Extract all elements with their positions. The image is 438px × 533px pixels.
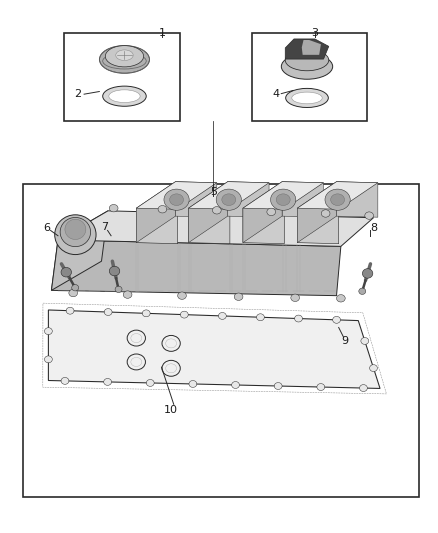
Ellipse shape	[110, 205, 118, 212]
Ellipse shape	[234, 293, 243, 301]
Text: 10: 10	[164, 405, 178, 415]
Polygon shape	[136, 208, 178, 244]
Ellipse shape	[359, 288, 366, 294]
Ellipse shape	[286, 88, 328, 108]
Ellipse shape	[158, 206, 167, 213]
Ellipse shape	[291, 294, 300, 302]
Ellipse shape	[110, 266, 120, 276]
Ellipse shape	[131, 334, 142, 343]
Polygon shape	[228, 182, 269, 217]
Ellipse shape	[123, 291, 132, 298]
Ellipse shape	[61, 377, 69, 384]
Ellipse shape	[212, 207, 221, 214]
Text: 6: 6	[44, 223, 50, 233]
Text: 1: 1	[159, 28, 166, 38]
Polygon shape	[176, 182, 217, 217]
Ellipse shape	[69, 289, 78, 297]
Polygon shape	[188, 208, 230, 244]
Polygon shape	[136, 182, 217, 209]
Ellipse shape	[109, 90, 140, 102]
Ellipse shape	[164, 189, 189, 211]
Ellipse shape	[142, 310, 150, 317]
Ellipse shape	[60, 217, 91, 247]
Ellipse shape	[170, 194, 184, 206]
Polygon shape	[188, 182, 228, 243]
Ellipse shape	[336, 295, 345, 302]
Ellipse shape	[274, 383, 282, 390]
Bar	[23, 184, 419, 497]
Ellipse shape	[55, 215, 96, 255]
Ellipse shape	[267, 208, 276, 216]
Polygon shape	[285, 39, 329, 59]
Ellipse shape	[285, 50, 329, 71]
Bar	[252, 33, 367, 120]
Polygon shape	[302, 40, 321, 55]
Ellipse shape	[66, 307, 74, 314]
Ellipse shape	[361, 337, 369, 344]
Ellipse shape	[65, 219, 86, 239]
Ellipse shape	[45, 356, 52, 363]
Bar	[64, 33, 180, 120]
Polygon shape	[297, 182, 336, 243]
Ellipse shape	[189, 381, 197, 387]
Polygon shape	[188, 182, 269, 209]
Text: 7: 7	[102, 222, 109, 232]
Ellipse shape	[104, 309, 112, 316]
Ellipse shape	[370, 365, 378, 372]
Ellipse shape	[99, 46, 149, 73]
Ellipse shape	[219, 312, 226, 319]
Ellipse shape	[146, 379, 154, 386]
Ellipse shape	[281, 54, 333, 79]
Ellipse shape	[115, 286, 122, 293]
Ellipse shape	[216, 189, 241, 211]
Text: 2: 2	[74, 89, 81, 99]
Text: 3: 3	[311, 28, 318, 38]
Ellipse shape	[362, 269, 373, 278]
Ellipse shape	[116, 50, 133, 61]
Polygon shape	[48, 310, 380, 389]
Ellipse shape	[232, 382, 240, 389]
Ellipse shape	[365, 212, 374, 219]
Polygon shape	[58, 211, 374, 246]
Ellipse shape	[166, 364, 177, 373]
Text: 8: 8	[370, 223, 377, 233]
Ellipse shape	[61, 268, 71, 277]
Polygon shape	[297, 182, 378, 209]
Ellipse shape	[222, 194, 236, 206]
Ellipse shape	[333, 317, 340, 324]
Ellipse shape	[105, 46, 144, 67]
Polygon shape	[282, 182, 323, 217]
Ellipse shape	[257, 314, 265, 321]
Ellipse shape	[102, 86, 146, 106]
Ellipse shape	[295, 315, 302, 322]
Polygon shape	[136, 182, 176, 243]
Polygon shape	[51, 211, 108, 290]
Polygon shape	[243, 182, 282, 243]
Text: 4: 4	[272, 88, 279, 99]
Ellipse shape	[321, 210, 330, 217]
Ellipse shape	[72, 285, 79, 291]
Polygon shape	[51, 240, 341, 296]
Ellipse shape	[178, 292, 186, 300]
Ellipse shape	[45, 328, 52, 335]
Text: 9: 9	[342, 336, 349, 346]
Polygon shape	[243, 182, 323, 209]
Ellipse shape	[166, 339, 177, 348]
Ellipse shape	[276, 194, 290, 206]
Ellipse shape	[131, 358, 142, 367]
Polygon shape	[336, 182, 378, 217]
Text: 5: 5	[210, 187, 217, 197]
Ellipse shape	[317, 384, 325, 391]
Ellipse shape	[271, 189, 296, 211]
Ellipse shape	[104, 378, 112, 385]
Polygon shape	[243, 208, 284, 244]
Ellipse shape	[325, 189, 350, 211]
Ellipse shape	[360, 385, 367, 392]
Ellipse shape	[331, 194, 345, 206]
Polygon shape	[297, 208, 339, 244]
Ellipse shape	[292, 92, 322, 104]
Ellipse shape	[180, 311, 188, 318]
